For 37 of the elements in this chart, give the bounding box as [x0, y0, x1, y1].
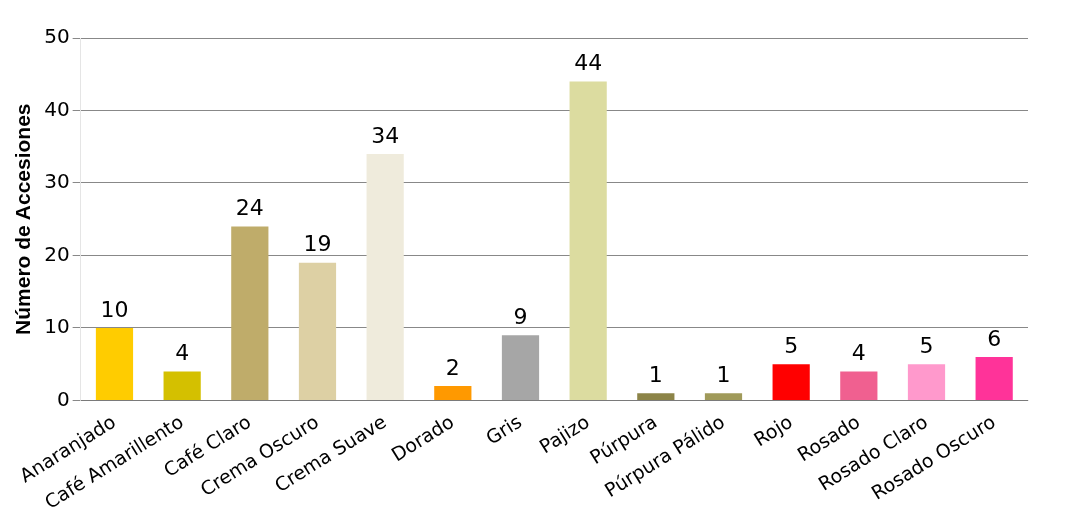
data-label: 5 [784, 332, 799, 358]
bar [772, 364, 810, 400]
data-label: 1 [716, 361, 731, 387]
data-label: 6 [987, 325, 1002, 351]
bar [366, 153, 404, 400]
x-tick-label: Gris [481, 410, 526, 449]
bar [569, 81, 607, 400]
bar [163, 371, 201, 400]
bar [231, 226, 269, 400]
y-tick-label: 50 [44, 24, 70, 49]
data-label: 24 [235, 195, 264, 221]
y-tick-label: 20 [44, 241, 70, 266]
y-tick-label: 40 [44, 96, 70, 121]
data-label: 19 [303, 231, 332, 257]
bar [298, 262, 337, 400]
data-label: 34 [371, 122, 400, 148]
bar [501, 335, 540, 400]
data-label: 4 [851, 340, 866, 366]
bar [637, 393, 675, 400]
y-axis-title: Número de Accesiones [11, 103, 35, 335]
bar [434, 385, 472, 400]
bar [704, 393, 743, 400]
bar [95, 327, 134, 400]
data-label: 5 [919, 332, 934, 358]
bar [907, 364, 946, 400]
x-tick-label: Rojo [749, 410, 796, 451]
y-tick-label: 0 [56, 386, 70, 411]
data-label: 10 [100, 296, 129, 322]
y-tick-label: 30 [44, 169, 70, 194]
bar [975, 356, 1013, 400]
data-label: 44 [574, 50, 603, 76]
bar [840, 371, 878, 400]
data-label: 1 [648, 361, 663, 387]
data-label: 9 [513, 303, 528, 329]
data-label: 2 [445, 354, 460, 380]
y-tick-label: 10 [44, 314, 70, 339]
data-label: 4 [175, 340, 190, 366]
